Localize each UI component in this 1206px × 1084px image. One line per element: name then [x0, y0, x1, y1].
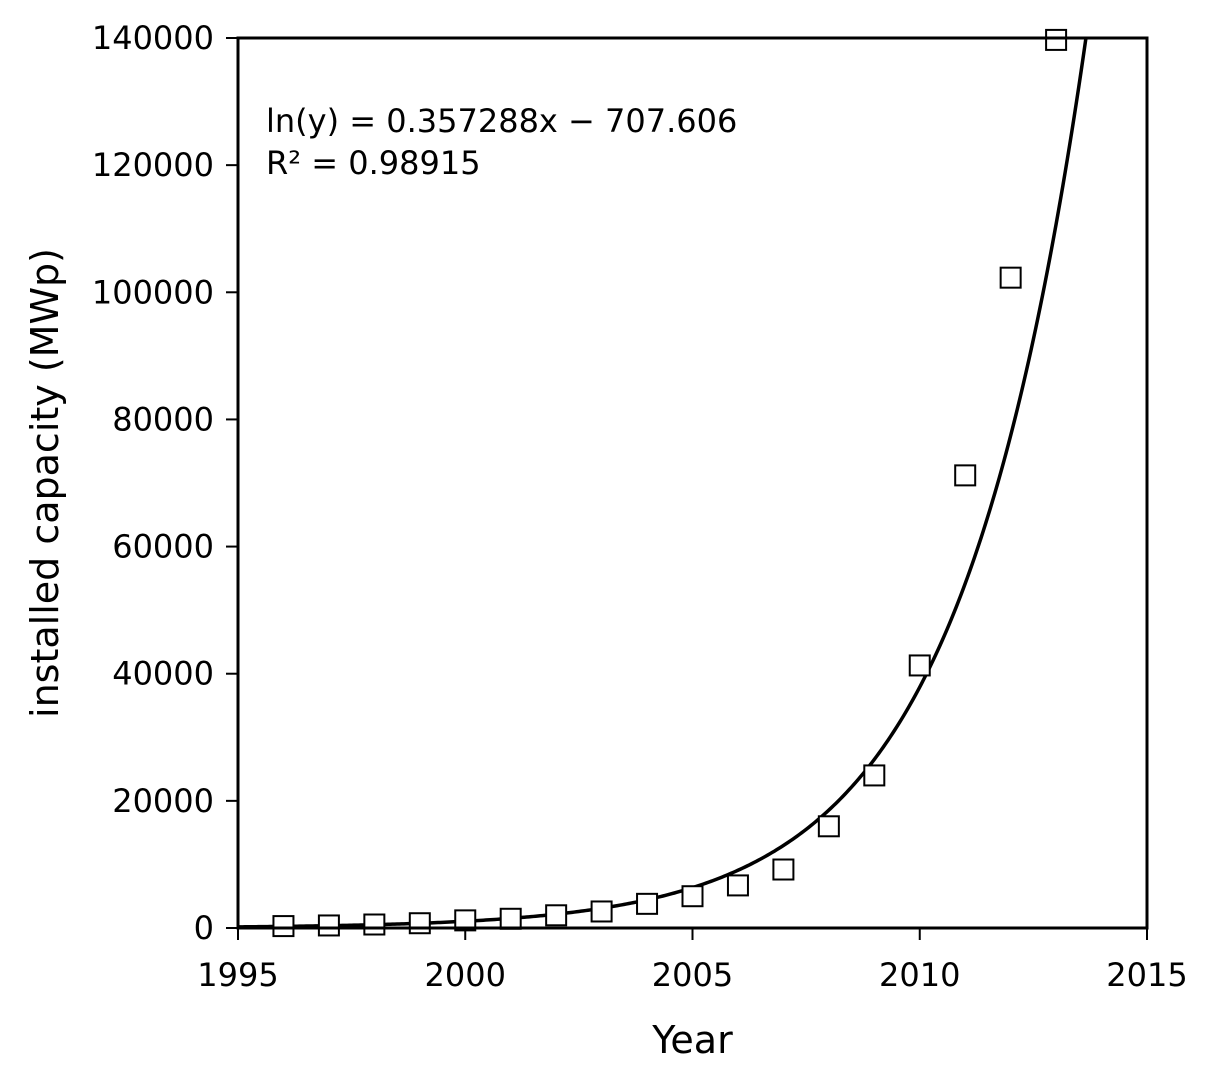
- y-tick-label: 100000: [92, 273, 214, 311]
- data-point: [999, 266, 1022, 289]
- data-point: [590, 900, 613, 923]
- y-tick-label: 20000: [112, 782, 214, 820]
- x-tick-label: 2010: [879, 956, 960, 994]
- data-point: [908, 654, 931, 677]
- data-point: [817, 815, 840, 838]
- data-point: [681, 885, 704, 908]
- data-point: [954, 464, 977, 487]
- fit-equation: ln(y) = 0.357288x − 707.606: [266, 102, 737, 140]
- data-point: [408, 912, 431, 935]
- y-axis-label: installed capacity (MWp): [23, 248, 67, 718]
- data-point: [317, 914, 340, 937]
- x-tick-label: 1995: [197, 956, 278, 994]
- data-point: [272, 915, 295, 938]
- y-tick-label: 60000: [112, 528, 214, 566]
- data-point: [545, 904, 568, 927]
- data-point: [363, 913, 386, 936]
- data-point: [772, 858, 795, 881]
- data-point: [1045, 28, 1068, 51]
- x-tick-label: 2015: [1106, 956, 1187, 994]
- fit-r-squared: R² = 0.98915: [266, 144, 481, 182]
- data-point: [499, 907, 522, 930]
- x-axis-label: Year: [651, 1018, 733, 1062]
- y-tick-label: 140000: [92, 19, 214, 57]
- x-axis-ticks: 1995 2000 2005 2010 2015: [197, 928, 1188, 994]
- data-point: [726, 874, 749, 897]
- x-tick-label: 2005: [652, 956, 733, 994]
- data-point: [636, 892, 659, 915]
- data-point: [863, 764, 886, 787]
- y-tick-label: 120000: [92, 146, 214, 184]
- y-tick-label: 80000: [112, 400, 214, 438]
- y-axis-ticks: 0 20000 40000 60000 80000 100000 120000 140000: [92, 19, 238, 947]
- x-tick-label: 2000: [425, 956, 506, 994]
- y-tick-label: 0: [194, 909, 214, 947]
- y-tick-label: 40000: [112, 655, 214, 693]
